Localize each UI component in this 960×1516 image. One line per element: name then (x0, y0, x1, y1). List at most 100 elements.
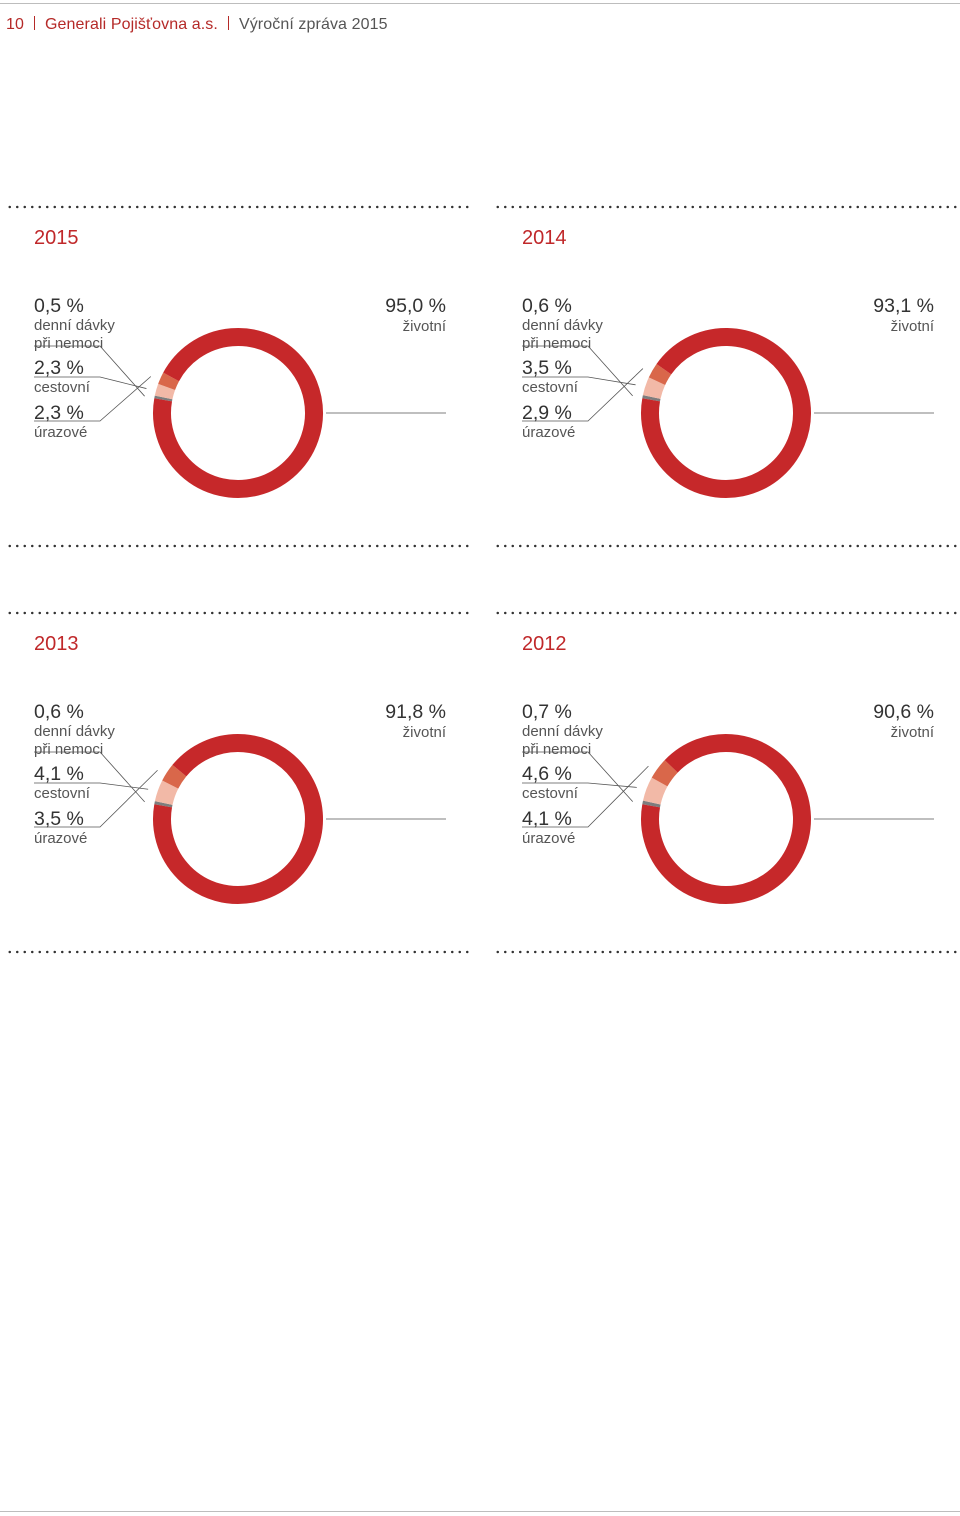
slice-cestovni (642, 377, 666, 400)
leader-line (34, 769, 158, 828)
label-zivotni: 90,6 % životní (830, 701, 934, 742)
value-label: 2,3 % (34, 357, 84, 379)
slice-urazove (648, 364, 672, 386)
slice-cestovni (154, 383, 176, 400)
donut-chart (34, 734, 446, 904)
value-label: 4,6 % (522, 763, 572, 785)
slice-zivotni (641, 734, 811, 904)
leader-line (522, 345, 633, 397)
chart-year: 2015 (34, 227, 79, 249)
category-label: cestovní (522, 784, 578, 802)
leader-line (34, 751, 145, 803)
value-label: 0,6 % (34, 701, 84, 723)
chart-panel-2012: 2012 0,7 % denní dávky při nemoci 4,6 % cest… (494, 611, 960, 954)
label-urazove: 4,1 % úrazové (522, 808, 576, 848)
dotted-rule (494, 611, 960, 615)
slice-denni-davky (154, 801, 173, 808)
category-label: životní (402, 318, 446, 335)
category-label: cestovní (34, 784, 90, 802)
value-label: 0,6 % (522, 295, 572, 317)
category-label: úrazové (522, 829, 576, 847)
page-number: 10 (6, 16, 24, 33)
chart-panel-2015: 2015 0,5 % denní dávky při nemoci 2,3 % cest… (6, 205, 474, 548)
category-label: cestovní (34, 378, 90, 396)
donut-chart (522, 734, 934, 904)
category-label: životní (890, 724, 934, 741)
bottom-rule (0, 1511, 960, 1512)
label-zivotni: 93,1 % životní (830, 295, 934, 336)
category-label: denní dávky při nemoci (34, 316, 115, 352)
donut-chart (34, 328, 446, 498)
donut-chart (522, 328, 934, 498)
label-cestovni: 3,5 % cestovní (522, 357, 578, 397)
dotted-rule (6, 611, 472, 615)
label-denni-davky: 0,5 % denní dávky při nemoci (34, 295, 115, 353)
leader-line (34, 376, 152, 422)
category-label: úrazové (34, 423, 88, 441)
leader-line (522, 782, 637, 788)
value-label: 4,1 % (522, 808, 572, 830)
dotted-rule (6, 205, 472, 209)
slice-zivotni (153, 734, 323, 904)
value-label: 90,6 % (873, 701, 934, 723)
leader-line (34, 782, 149, 790)
value-label: 2,9 % (522, 402, 572, 424)
leader-line (34, 345, 145, 397)
label-zivotni: 91,8 % životní (342, 701, 446, 742)
chart-year: 2012 (522, 633, 567, 655)
value-label: 0,7 % (522, 701, 572, 723)
value-label: 2,3 % (34, 402, 84, 424)
chart-year: 2013 (34, 633, 79, 655)
slice-denni-davky (642, 395, 661, 402)
chart-panel-2014: 2014 0,6 % denní dávky při nemoci 3,5 % cest… (494, 205, 960, 548)
value-label: 3,5 % (34, 808, 84, 830)
value-label: 93,1 % (873, 295, 934, 317)
value-label: 0,5 % (34, 295, 84, 317)
chart-year: 2014 (522, 227, 567, 249)
header-separator (227, 16, 229, 30)
company-name: Generali Pojišťovna a.s. (45, 16, 218, 33)
slice-denni-davky (642, 800, 661, 808)
dotted-rule (6, 544, 472, 548)
top-rule (0, 3, 960, 4)
value-label: 95,0 % (385, 295, 446, 317)
category-label: životní (890, 318, 934, 335)
label-denni-davky: 0,7 % denní dávky při nemoci (522, 701, 603, 759)
label-denni-davky: 0,6 % denní dávky při nemoci (34, 701, 115, 759)
header-separator (34, 16, 35, 30)
leader-line (522, 368, 644, 422)
leader-line (522, 376, 636, 386)
category-label: životní (402, 724, 446, 741)
category-label: cestovní (522, 378, 578, 396)
slice-zivotni (153, 328, 323, 498)
slice-zivotni (641, 328, 811, 498)
leader-line (522, 751, 634, 802)
label-cestovni: 4,1 % cestovní (34, 763, 90, 803)
value-label: 4,1 % (34, 763, 84, 785)
slice-cestovni (643, 777, 668, 805)
leader-line (522, 765, 649, 828)
category-label: denní dávky při nemoci (522, 316, 603, 352)
value-label: 3,5 % (522, 357, 572, 379)
category-label: denní dávky při nemoci (522, 722, 603, 758)
value-label: 91,8 % (385, 701, 446, 723)
category-label: denní dávky při nemoci (34, 722, 115, 758)
label-urazove: 2,9 % úrazové (522, 402, 576, 442)
dotted-rule (494, 544, 960, 548)
category-label: úrazové (34, 829, 88, 847)
slice-cestovni (154, 780, 179, 806)
slice-urazove (162, 764, 187, 789)
leader-line (34, 376, 147, 389)
label-cestovni: 2,3 % cestovní (34, 357, 90, 397)
label-urazove: 3,5 % úrazové (34, 808, 88, 848)
page-header: 10 Generali Pojišťovna a.s. Výroční zpráva… (6, 16, 388, 34)
category-label: úrazové (522, 423, 576, 441)
dotted-rule (494, 950, 960, 954)
slice-urazove (651, 760, 678, 787)
chart-panel-2013: 2013 0,6 % denní dávky při nemoci 4,1 % cest… (6, 611, 474, 954)
dotted-rule (6, 950, 472, 954)
label-cestovni: 4,6 % cestovní (522, 763, 578, 803)
dotted-rule (494, 205, 960, 209)
document-title: Výroční zpráva 2015 (238, 16, 388, 33)
label-denni-davky: 0,6 % denní dávky při nemoci (522, 295, 603, 353)
